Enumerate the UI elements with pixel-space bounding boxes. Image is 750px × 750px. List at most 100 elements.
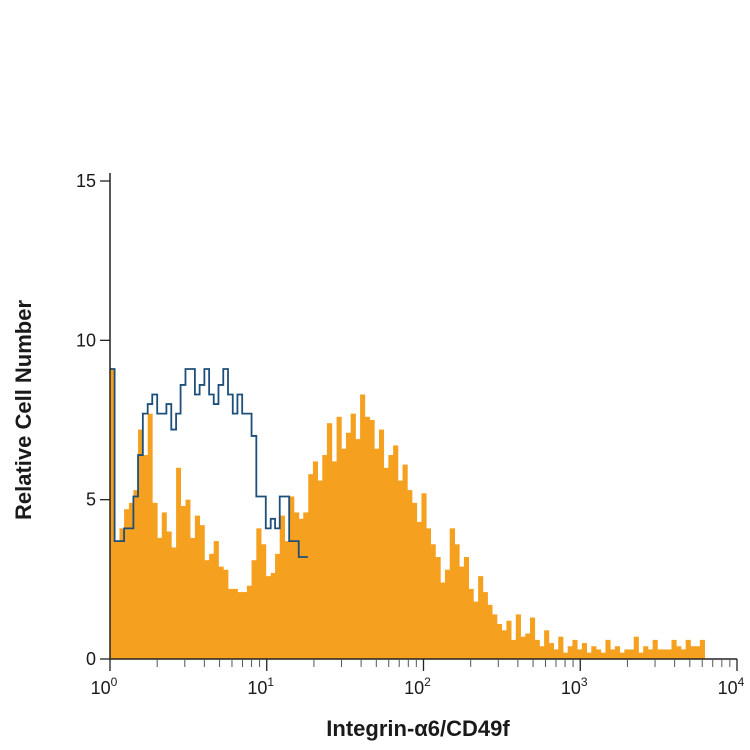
histogram-bin [298,518,304,659]
histogram-bin [478,576,484,659]
histogram-bin [171,547,177,659]
histogram-bin [515,614,521,659]
x-tick-label: 102 [404,675,431,698]
histogram-bin [270,572,276,659]
x-tick-label: 103 [561,675,588,698]
histogram-bin [261,544,267,659]
histogram-bin [530,617,536,659]
histogram-bin [444,569,451,659]
histogram-bin [393,445,399,659]
histogram-bin [548,643,554,659]
plot-area [110,368,705,659]
histogram-bin [185,499,191,659]
histogram-bin [567,646,573,659]
histogram-bin [426,528,431,659]
histogram-bin [326,423,333,659]
histogram-bin [539,646,545,659]
histogram-bin [581,643,588,659]
histogram-bin [629,649,635,659]
y-axis-title: Relative Cell Number [11,300,36,521]
histogram-bin [223,569,229,659]
histogram-bin [190,537,196,659]
histogram-bin [624,649,630,659]
histogram-bin [331,461,337,659]
histogram-bin [279,515,286,659]
histogram-bin [591,646,597,659]
histogram-bin [619,652,625,659]
histogram-bin [605,639,611,659]
y-tick-label: 10 [76,330,96,350]
histogram-bin [138,429,144,659]
histogram-bin [496,623,503,659]
histogram-bin [647,649,654,659]
histogram-bin [586,652,592,659]
histogram-bin [652,639,658,659]
outline-histogram-line [110,368,308,558]
histogram-bin [176,467,181,659]
histogram-bin [695,646,701,659]
histogram-bin [690,646,696,659]
histogram-bin [407,490,413,659]
histogram-bin [369,420,375,659]
histogram-bin [685,639,691,659]
histogram-bin [180,506,186,659]
histogram-bin [119,528,125,659]
histogram-bin [209,553,215,659]
histogram-bin [360,394,366,659]
histogram-bin [124,509,130,659]
histogram-bin [487,604,493,659]
histogram-bin [355,439,361,659]
histogram-bin [374,448,380,659]
histogram-bin [614,646,621,659]
histogram-bin [152,502,158,659]
histogram-bin [284,541,290,659]
y-tick-label: 15 [76,171,96,191]
histogram-bin [506,620,512,659]
histogram-bin [341,448,347,659]
histogram-bin [610,649,616,659]
histogram-bin [430,544,436,659]
histogram-bin [128,502,134,659]
histogram-bin [378,429,385,659]
histogram-bin [317,480,323,659]
histogram-bin [482,592,488,659]
histogram-bin [157,537,163,659]
histogram-bin [388,455,394,659]
histogram-bin [213,541,219,659]
histogram-bin [232,588,238,659]
histogram-bin [147,413,153,659]
histogram-bin [676,646,682,659]
histogram-bin [643,646,649,659]
histogram-bin [534,639,540,659]
histogram-bin [657,649,663,659]
histogram-bin [194,515,201,659]
histogram-bin [463,557,470,659]
histogram-bin [242,592,248,659]
histogram-bin [638,652,644,659]
x-tick-label: 104 [718,675,745,698]
histogram-bin [246,585,252,659]
histogram-bin [402,464,408,659]
histogram-bin [199,525,205,659]
histogram-bin [544,630,550,659]
histogram-bin [218,566,224,659]
histogram-bin [322,455,328,659]
histogram-bin [204,560,210,659]
histogram-bin [293,512,300,659]
histogram-bin [237,592,243,659]
histogram-bin [421,493,427,659]
histogram-bin [133,490,139,659]
y-tick-label: 5 [86,490,96,510]
histogram-bin [336,416,342,659]
histogram-bin [383,467,389,659]
histogram-bin [699,639,705,659]
histogram-bin [449,528,456,659]
histogram-bin [473,601,479,659]
histogram-bin [435,557,441,659]
histogram-bin [166,531,172,659]
histogram-bin [397,480,403,659]
histogram-bin [440,582,446,659]
histogram-bin [161,512,167,659]
histogram-bin [114,541,120,659]
